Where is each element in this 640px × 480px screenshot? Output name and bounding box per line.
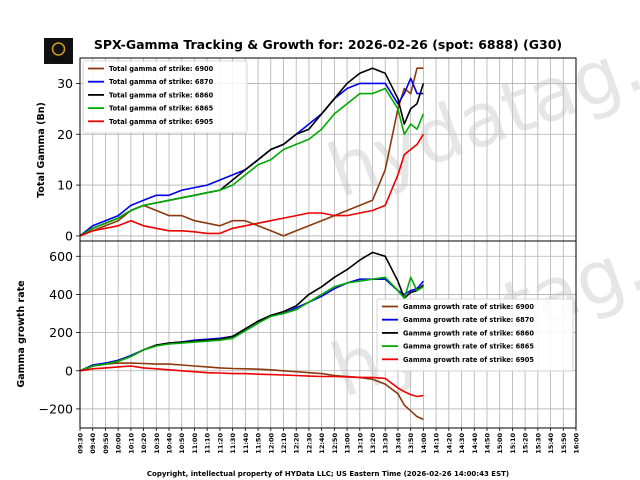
x-tick-label: 11:50 [255,433,263,454]
x-tick-label: 14:00 [420,433,428,454]
y-tick-label: 0 [65,228,73,243]
x-tick-label: 13:40 [394,433,402,454]
y-tick-label: 600 [49,249,73,264]
x-tick-label: 11:20 [216,433,224,454]
legend-label: Total gamma of strike: 6865 [109,105,214,113]
y-tick-label: 10 [57,178,73,193]
x-tick-label: 12:40 [318,433,326,454]
y-tick-label: 400 [49,287,73,302]
y-tick-label: 30 [57,76,73,91]
x-tick-label: 13:50 [407,433,415,454]
x-tick-label: 15:30 [534,433,542,454]
x-tick-label: 10:30 [153,433,161,454]
legend-label: Total gamma of strike: 6870 [109,78,214,86]
series-line-3 [79,276,424,372]
logo-text: HYData [51,57,67,62]
legend-label: Total gamma of strike: 6900 [109,65,214,73]
x-tick-label: 14:50 [483,433,491,454]
x-tick-label: 09:50 [102,433,110,454]
legend-label: Gamma growth rate of strike: 6860 [403,329,534,337]
x-tick-label: 14:20 [445,433,453,454]
bottom-series [79,251,425,421]
series-line-3 [79,87,425,237]
x-tick-label: 09:40 [89,433,97,454]
x-tick-label: 14:40 [471,433,479,454]
x-tick-label: 10:50 [178,433,186,454]
x-tick-label: 15:10 [509,433,517,454]
x-tick-label: 15:00 [496,433,504,454]
x-tick-label: 14:10 [433,433,441,454]
x-tick-label: 11:10 [204,433,212,454]
legend-label: Gamma growth rate of strike: 6865 [403,343,534,351]
bottom-axes-frame [79,240,577,429]
x-tick-label: 11:30 [229,433,237,454]
legend-label: Total gamma of strike: 6860 [109,91,214,99]
y-tick-label: −200 [39,401,73,416]
x-tick-label: 12:10 [280,433,288,454]
top-y-axis-label: Total Gamma (Bn) [36,102,47,198]
legend-box [82,60,248,134]
y-tick-label: 200 [49,325,73,340]
x-tick-label: 12:50 [331,433,339,454]
x-tick-label: 13:20 [369,433,377,454]
legend-label: Total gamma of strike: 6905 [109,118,214,126]
x-tick-label: 10:20 [140,433,148,454]
x-tick-label: 12:30 [305,433,313,454]
x-tick-label: 13:30 [382,433,390,454]
legend-label: Gamma growth rate of strike: 6870 [403,316,534,324]
legend-label: Gamma growth rate of strike: 6900 [403,303,534,311]
x-tick-label: 15:20 [522,433,530,454]
bottom-grid [79,241,577,428]
y-tick-label: 0 [65,363,73,378]
x-tick-label: 10:40 [166,433,174,454]
x-tick-label: 15:40 [547,433,555,454]
x-tick-label: 12:00 [267,433,275,454]
x-tick-label: 12:20 [293,433,301,454]
x-tick-label: 15:50 [560,433,568,454]
x-ticks: 09:30 09:40 09:50 10:00 10:10 10:20 10:30 10:40… [77,428,581,454]
bottom-legend: Gamma growth rate of strike: 6900 Gamma g… [376,298,574,372]
x-tick-label: 11:00 [191,433,199,454]
top-y-ticks: 0 10 20 30 [57,76,80,243]
bottom-y-axis-label: Gamma growth rate [16,280,27,387]
series-line-0 [79,362,424,421]
x-tick-label: 13:00 [344,433,352,454]
x-tick-label: 13:10 [356,433,364,454]
x-tick-label: 11:40 [242,433,250,454]
x-tick-label: 09:30 [77,433,85,454]
bottom-y-ticks: −200 0 200 400 600 [39,249,80,416]
top-legend: Total gamma of strike: 6900 Total gamma o… [82,60,248,134]
series-line-4 [79,133,425,237]
legend-label: Gamma growth rate of strike: 6905 [403,356,534,364]
series-line-4 [79,365,424,398]
x-tick-label: 10:10 [127,433,135,454]
top-series [79,67,425,237]
legend-box [376,298,574,372]
x-tick-label: 14:30 [458,433,466,454]
x-tick-label: 10:00 [115,433,123,454]
copyright-footer: Copyright, intellectual property of HYDa… [147,470,509,478]
x-tick-label: 16:00 [573,433,581,454]
y-tick-label: 20 [57,127,73,142]
chart-title: SPX-Gamma Tracking & Growth for: 2026-02… [94,37,562,52]
logo: HYData [44,38,73,64]
